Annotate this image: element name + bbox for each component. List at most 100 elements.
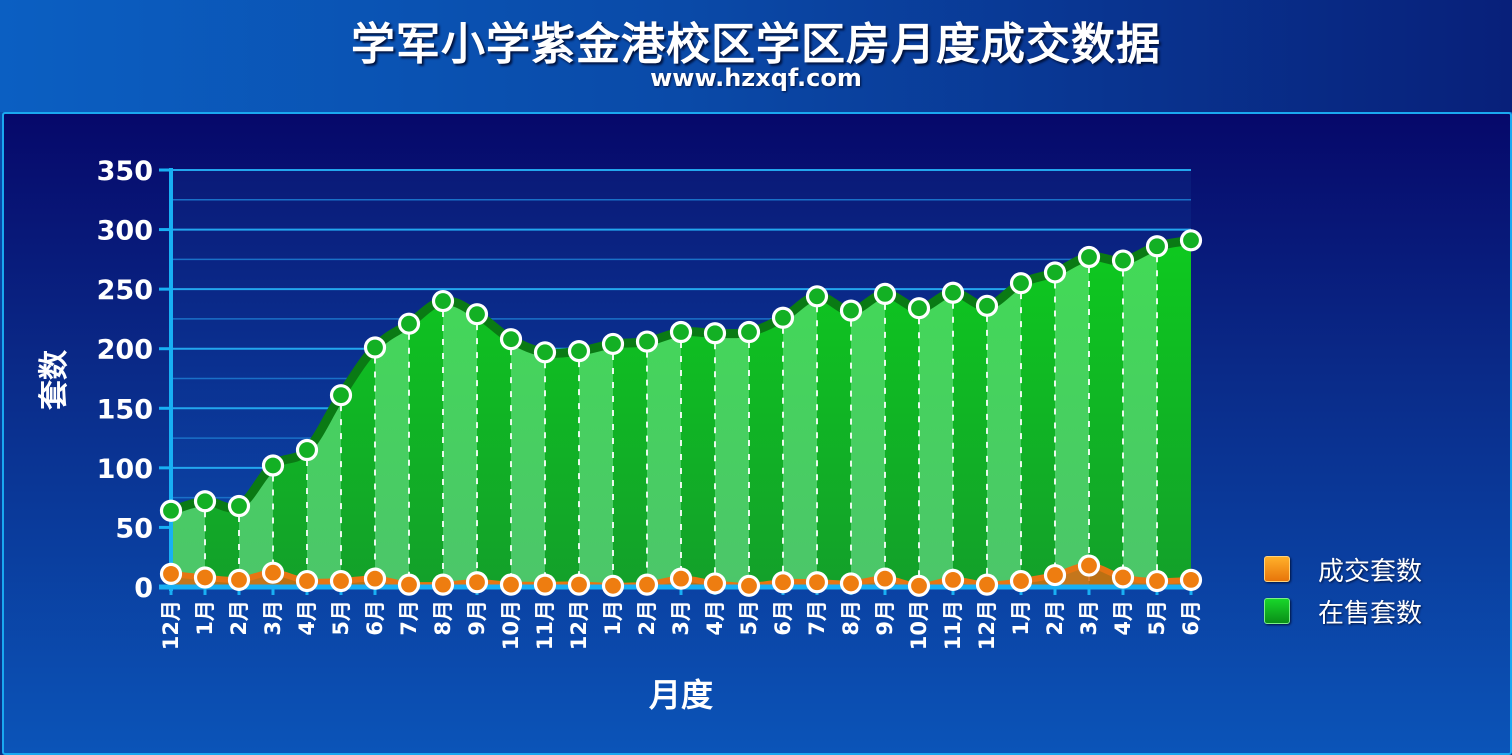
x-tick-label: 12月 (567, 600, 591, 650)
legend-label-on-sale: 在售套数 (1318, 598, 1423, 629)
in-stock-point (397, 312, 421, 335)
legend-swatch-on-sale (1264, 598, 1290, 624)
deals-point (1043, 563, 1067, 587)
deals-point (159, 562, 183, 585)
deals-point (805, 571, 829, 594)
deals-point (941, 568, 965, 591)
in-stock-point (329, 384, 353, 407)
in-stock-point (499, 328, 523, 351)
deals-point (227, 568, 251, 591)
in-stock-point (227, 494, 251, 518)
in-stock-point (941, 281, 965, 304)
in-stock-point (295, 438, 319, 462)
in-stock-point (261, 454, 285, 477)
deals-point (873, 567, 897, 590)
x-tick-label: 1月 (1009, 600, 1033, 636)
chart-subtitle: www.hzxqf.com (650, 64, 862, 92)
data-markers (159, 229, 1203, 597)
deals-point (465, 571, 489, 594)
y-tick-label: 0 (134, 573, 153, 604)
legend-swatch-deals (1264, 556, 1290, 582)
x-tick-label: 9月 (873, 600, 897, 636)
x-tick-label: 12月 (159, 600, 183, 650)
deals-point (397, 573, 421, 596)
x-tick-label: 1月 (193, 600, 217, 636)
in-stock-point (1145, 235, 1169, 258)
in-stock-point (465, 303, 489, 326)
deals-point (1179, 568, 1203, 591)
y-tick-labels: 0 50 100 150 200 250 300 350 (97, 156, 153, 604)
deals-point (737, 574, 761, 597)
deals-point (329, 569, 353, 593)
deals-point (533, 573, 557, 596)
y-axis-label: 套数 (37, 349, 72, 410)
deals-point (1111, 566, 1135, 589)
x-tick-label: 4月 (703, 600, 727, 636)
deals-point (601, 574, 625, 597)
in-stock-point (669, 320, 693, 344)
deals-point (261, 561, 285, 584)
in-stock-point (771, 306, 795, 329)
in-stock-point (873, 282, 897, 306)
y-tick-label: 150 (97, 394, 153, 425)
deals-point (499, 573, 523, 596)
deals-point (1077, 554, 1101, 577)
x-tick-label: 1月 (601, 600, 625, 636)
x-tick-label: 5月 (737, 600, 761, 636)
in-stock-point (975, 294, 999, 317)
deals-point (363, 567, 387, 590)
in-stock-point (737, 320, 761, 344)
y-tick-label: 350 (97, 156, 153, 187)
deals-point (839, 572, 863, 595)
x-tick-label: 4月 (295, 600, 319, 636)
in-stock-point (1043, 261, 1067, 284)
in-stock-point (159, 499, 183, 522)
x-tick-labels: 12月 1月 2月 3月 4月 5月 6月 7月 8月 9月 10月 11月 12月 1月 2月 3月 4月 5月… (159, 600, 1203, 650)
legend-item-deals: 成交套数 (1264, 548, 1422, 590)
deals-point (669, 567, 693, 590)
area-stripe (1089, 240, 1123, 587)
x-tick-label: 10月 (499, 600, 523, 650)
header: 学军小学紫金港校区学区房月度成交数据 www.hzxqf.com (0, 0, 1512, 112)
deals-point (431, 573, 455, 596)
y-tick-label: 100 (97, 454, 153, 485)
area-stripe (1021, 240, 1055, 587)
in-stock-point (431, 289, 455, 313)
in-stock-point (907, 297, 931, 320)
deals-point (1145, 569, 1169, 593)
x-tick-label: 5月 (329, 600, 353, 636)
legend: 成交套数 在售套数 (1264, 548, 1422, 632)
x-tick-label: 2月 (635, 600, 659, 636)
x-tick-label: 3月 (261, 600, 285, 636)
legend-label-deals: 成交套数 (1318, 556, 1423, 587)
in-stock-point (1111, 249, 1135, 272)
in-stock-point (193, 490, 217, 513)
x-tick-label: 12月 (975, 600, 999, 650)
x-tick-label: 9月 (465, 600, 489, 636)
x-tick-label: 2月 (227, 600, 251, 636)
legend-item-on-sale: 在售套数 (1264, 590, 1422, 632)
in-stock-point (363, 336, 387, 359)
x-tick-label: 11月 (533, 600, 557, 650)
in-stock-point (1077, 245, 1101, 269)
x-tick-label: 4月 (1111, 600, 1135, 636)
chart-title: 学军小学紫金港校区学区房月度成交数据 (351, 19, 1161, 70)
y-tick-label: 50 (115, 513, 153, 544)
in-stock-point (601, 332, 625, 356)
x-tick-label: 8月 (839, 600, 863, 636)
deals-point (975, 573, 999, 596)
x-tick-label: 7月 (397, 600, 421, 636)
x-tick-label: 2月 (1043, 600, 1067, 636)
in-stock-point (635, 330, 659, 353)
in-stock-point (703, 322, 727, 345)
deals-point (1009, 569, 1033, 593)
x-axis-label: 月度 (649, 676, 713, 714)
deals-point (635, 573, 659, 596)
in-stock-point (1179, 229, 1203, 252)
area-stripe (1157, 240, 1191, 587)
x-tick-label: 11月 (941, 600, 965, 650)
x-tick-label: 6月 (1179, 600, 1203, 636)
deals-point (567, 573, 591, 596)
in-stock-point (805, 285, 829, 308)
